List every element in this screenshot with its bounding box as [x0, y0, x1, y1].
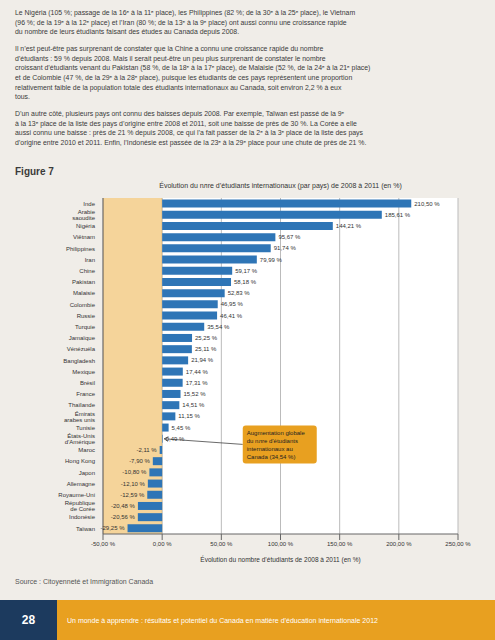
svg-text:Thaïlande: Thaïlande: [68, 402, 95, 408]
svg-text:-10,80 %: -10,80 %: [122, 469, 147, 475]
svg-text:-7,90 %: -7,90 %: [129, 458, 150, 464]
svg-text:Colombie: Colombie: [70, 302, 96, 308]
svg-text:Jamaïque: Jamaïque: [69, 335, 96, 341]
svg-text:50,00 %: 50,00 %: [210, 541, 233, 547]
svg-text:Évolution du nombre d’étudiant: Évolution du nombre d’étudiants de 2008 …: [200, 555, 360, 564]
svg-text:Émiratsarabes unis: Émiratsarabes unis: [64, 411, 95, 423]
svg-text:Républiquede Corée: Républiquede Corée: [65, 500, 96, 512]
svg-text:46,41 %: 46,41 %: [220, 313, 243, 319]
svg-text:Augmentation globale: Augmentation globale: [247, 430, 306, 436]
svg-text:-20,56 %: -20,56 %: [111, 514, 136, 520]
svg-text:Hong Kong: Hong Kong: [65, 458, 95, 464]
svg-text:Tunisie: Tunisie: [76, 425, 96, 431]
svg-text:Allemagne: Allemagne: [67, 481, 96, 487]
svg-text:Maroc: Maroc: [78, 447, 95, 453]
html-text:Le Nigéria (105 %; passage de: Le Nigéria (105 %; passage de la 16ᵉ à l…: [15, 9, 356, 36]
svg-text:Nigéria: Nigéria: [76, 223, 96, 229]
svg-text:25,25 %: 25,25 %: [195, 335, 218, 341]
html-text:28: 28: [21, 613, 36, 627]
svg-text:Pakistan: Pakistan: [72, 279, 95, 285]
svg-text:185,61 %: 185,61 %: [385, 212, 411, 218]
html-text:Évolution du nᴫre d’étudiants: Évolution du nᴫre d’étudiants internatio…: [159, 182, 402, 189]
svg-text:79,99 %: 79,99 %: [260, 257, 283, 263]
svg-text:91,74 %: 91,74 %: [274, 245, 297, 251]
svg-text:du nᴫre d’étudiants: du nᴫre d’étudiants: [247, 438, 298, 444]
html-text:Source : Citoyenneté et Immigr: Source : Citoyenneté et Immigration Cana…: [15, 578, 154, 585]
svg-text:210,50 %: 210,50 %: [414, 201, 440, 207]
svg-text:-12,10 %: -12,10 %: [121, 481, 146, 487]
html-text:D’un autre côté, plusieurs pay: D’un autre côté, plusieurs pays ont conn…: [15, 109, 367, 146]
svg-text:-20,48 %: -20,48 %: [111, 503, 136, 509]
svg-text:Turquie: Turquie: [75, 324, 96, 330]
svg-text:Canada (34,54 %): Canada (34,54 %): [247, 454, 296, 460]
svg-text:Vénézuéla: Vénézuéla: [67, 346, 96, 352]
svg-text:14,51 %: 14,51 %: [182, 402, 205, 408]
svg-text:France: France: [76, 391, 95, 397]
svg-text:100,00 %: 100,00 %: [268, 541, 294, 547]
svg-text:Russie: Russie: [77, 313, 96, 319]
svg-text:59,17 %: 59,17 %: [235, 268, 258, 274]
svg-text:internationaux au: internationaux au: [247, 446, 293, 452]
svg-text:Philippines: Philippines: [66, 246, 95, 252]
html-text:Figure 7: Figure 7: [15, 166, 54, 177]
svg-text:0,00 %: 0,00 %: [153, 541, 172, 547]
svg-text:95,67 %: 95,67 %: [278, 234, 301, 240]
svg-text:Malaisie: Malaisie: [73, 290, 96, 296]
svg-text:-2,11 %: -2,11 %: [136, 447, 157, 453]
svg-text:11,15 %: 11,15 %: [178, 413, 200, 419]
svg-text:0,49 %: 0,49 %: [166, 436, 185, 442]
svg-text:-12,59 %: -12,59 %: [120, 492, 145, 498]
svg-text:35,54 %: 35,54 %: [207, 324, 230, 330]
svg-text:144,21 %: 144,21 %: [336, 223, 362, 229]
svg-text:Indonésie: Indonésie: [69, 514, 96, 520]
svg-text:Brésil: Brésil: [80, 380, 95, 386]
svg-text:Iran: Iran: [85, 257, 95, 263]
svg-text:17,31 %: 17,31 %: [186, 380, 209, 386]
svg-text:5,45 %: 5,45 %: [172, 425, 191, 431]
svg-text:25,11 %: 25,11 %: [195, 346, 217, 352]
svg-text:Bangladesh: Bangladesh: [63, 358, 95, 364]
svg-text:Mexique: Mexique: [72, 369, 95, 375]
svg-text:États-Unisd’Amérique: États-Unisd’Amérique: [65, 433, 96, 445]
html-text:Un monde à apprendre : résulta: Un monde à apprendre : résultats et pote…: [67, 616, 378, 624]
svg-text:Inde: Inde: [83, 201, 95, 207]
svg-text:17,44 %: 17,44 %: [186, 369, 209, 375]
svg-text:52,83 %: 52,83 %: [228, 290, 251, 296]
svg-text:21,94 %: 21,94 %: [191, 357, 214, 363]
svg-text:46,95 %: 46,95 %: [221, 301, 244, 307]
svg-text:Arabiesaoudite: Arabiesaoudite: [72, 209, 95, 221]
svg-text:250,00 %: 250,00 %: [445, 541, 471, 547]
svg-text:Japon: Japon: [79, 470, 95, 476]
html-text:Il n’est peut-être pas surpren: Il n’est peut-être pas surprenant de con…: [15, 45, 371, 101]
svg-text:-50,00 %: -50,00 %: [91, 541, 116, 547]
svg-text:Viêtnam: Viêtnam: [73, 234, 95, 240]
svg-text:58,18 %: 58,18 %: [234, 279, 257, 285]
svg-text:Royaume-Uni: Royaume-Uni: [58, 492, 95, 498]
svg-text:Taïwan: Taïwan: [76, 526, 95, 532]
svg-text:200,00 %: 200,00 %: [386, 541, 412, 547]
svg-text:15,52 %: 15,52 %: [184, 391, 207, 397]
svg-text:150,00 %: 150,00 %: [327, 541, 353, 547]
svg-text:-29,25 %: -29,25 %: [101, 525, 126, 531]
svg-text:Chine: Chine: [79, 268, 95, 274]
